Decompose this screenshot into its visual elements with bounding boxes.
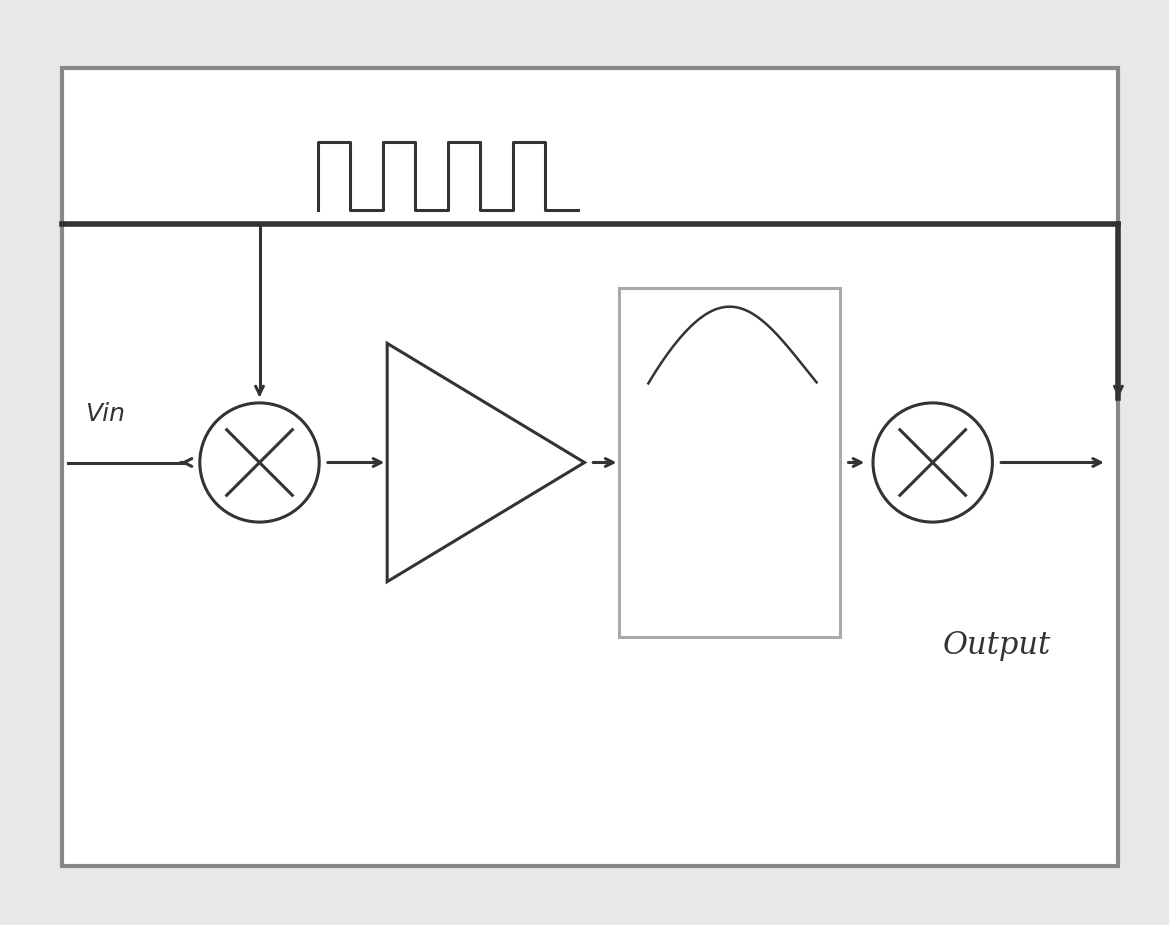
Text: Vin: Vin	[85, 401, 125, 426]
Bar	[620, 289, 839, 636]
Ellipse shape	[200, 403, 319, 522]
Polygon shape	[387, 343, 584, 582]
Ellipse shape	[873, 403, 992, 522]
Bar	[62, 68, 1119, 866]
Text: Output: Output	[942, 630, 1051, 661]
